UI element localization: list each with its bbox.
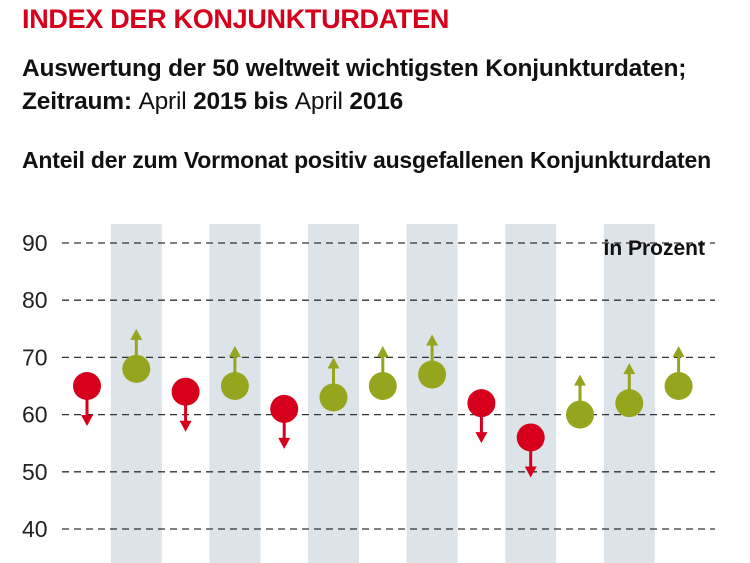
gridlines	[62, 242, 715, 530]
point-marker-up	[220, 372, 249, 400]
point-marker-down	[516, 423, 545, 452]
data-point	[122, 328, 151, 383]
y-tick-label: 90	[22, 230, 48, 256]
arrow-up-head-icon	[426, 334, 439, 346]
point-marker-down	[270, 394, 299, 423]
arrow-up-head-icon	[327, 357, 340, 369]
subtitle-line-1: Auswertung der 50 weltweit wichtigsten K…	[22, 55, 687, 82]
period-to-month: April	[294, 88, 343, 115]
point-marker-up	[319, 383, 348, 412]
arrow-up-head-icon	[130, 328, 143, 340]
point-marker-up	[368, 372, 397, 400]
arrow-down-head-icon	[475, 432, 488, 444]
arrow-up-head-icon	[228, 346, 241, 357]
period-from-year: 2015 bis	[193, 88, 289, 115]
data-point	[220, 346, 249, 400]
data-point	[566, 374, 594, 429]
data-point	[270, 394, 299, 449]
data-point	[418, 334, 447, 389]
arrow-up-head-icon	[376, 346, 389, 357]
y-tick-label: 40	[22, 516, 48, 542]
chart-subtitle: Auswertung der 50 weltweit wichtigsten K…	[22, 52, 686, 118]
point-marker-up	[664, 372, 693, 400]
arrow-down-head-icon	[81, 415, 93, 426]
data-point	[664, 346, 693, 400]
point-marker-up	[615, 389, 644, 418]
data-point	[516, 423, 545, 478]
data-point	[467, 389, 496, 444]
data-point	[368, 346, 397, 400]
data-point	[615, 363, 644, 418]
y-tick-label: 60	[22, 402, 48, 428]
arrow-up-head-icon	[574, 374, 586, 386]
arrow-down-head-icon	[524, 466, 537, 478]
period-from-month: April	[138, 88, 187, 115]
column-band	[406, 224, 458, 563]
point-marker-down	[171, 377, 200, 406]
y-tick-label: 50	[22, 459, 48, 485]
subtitle-line-2: Zeitraum: April 2015 bis April 2016	[22, 85, 686, 118]
column-band	[110, 224, 162, 563]
unit-label: in Prozent	[603, 237, 705, 260]
arrow-up-head-icon	[672, 346, 685, 357]
period-to-year: 2016	[349, 88, 404, 115]
y-tick-label: 70	[22, 344, 48, 370]
point-marker-down	[467, 389, 496, 418]
y-axis-ticks: 40 50 60 70 80 90	[22, 230, 48, 542]
chart-heading: Anteil der zum Vormonat positiv ausgefal…	[22, 147, 711, 173]
point-marker-up	[122, 354, 151, 383]
period-label: Zeitraum:	[22, 88, 132, 115]
arrow-down-head-icon	[179, 420, 192, 432]
column-bands	[110, 224, 655, 563]
column-band	[505, 224, 557, 563]
y-tick-label: 80	[22, 287, 48, 313]
point-marker-up	[566, 400, 594, 429]
arrow-down-head-icon	[278, 437, 291, 449]
arrow-up-head-icon	[623, 363, 636, 375]
point-marker-down	[73, 372, 101, 400]
data-point	[171, 377, 200, 432]
data-points	[73, 328, 693, 478]
chart-title: INDEX DER KONJUNKTURDATEN	[22, 4, 450, 34]
point-marker-up	[418, 360, 447, 389]
data-point	[73, 372, 101, 426]
data-point	[319, 357, 348, 412]
